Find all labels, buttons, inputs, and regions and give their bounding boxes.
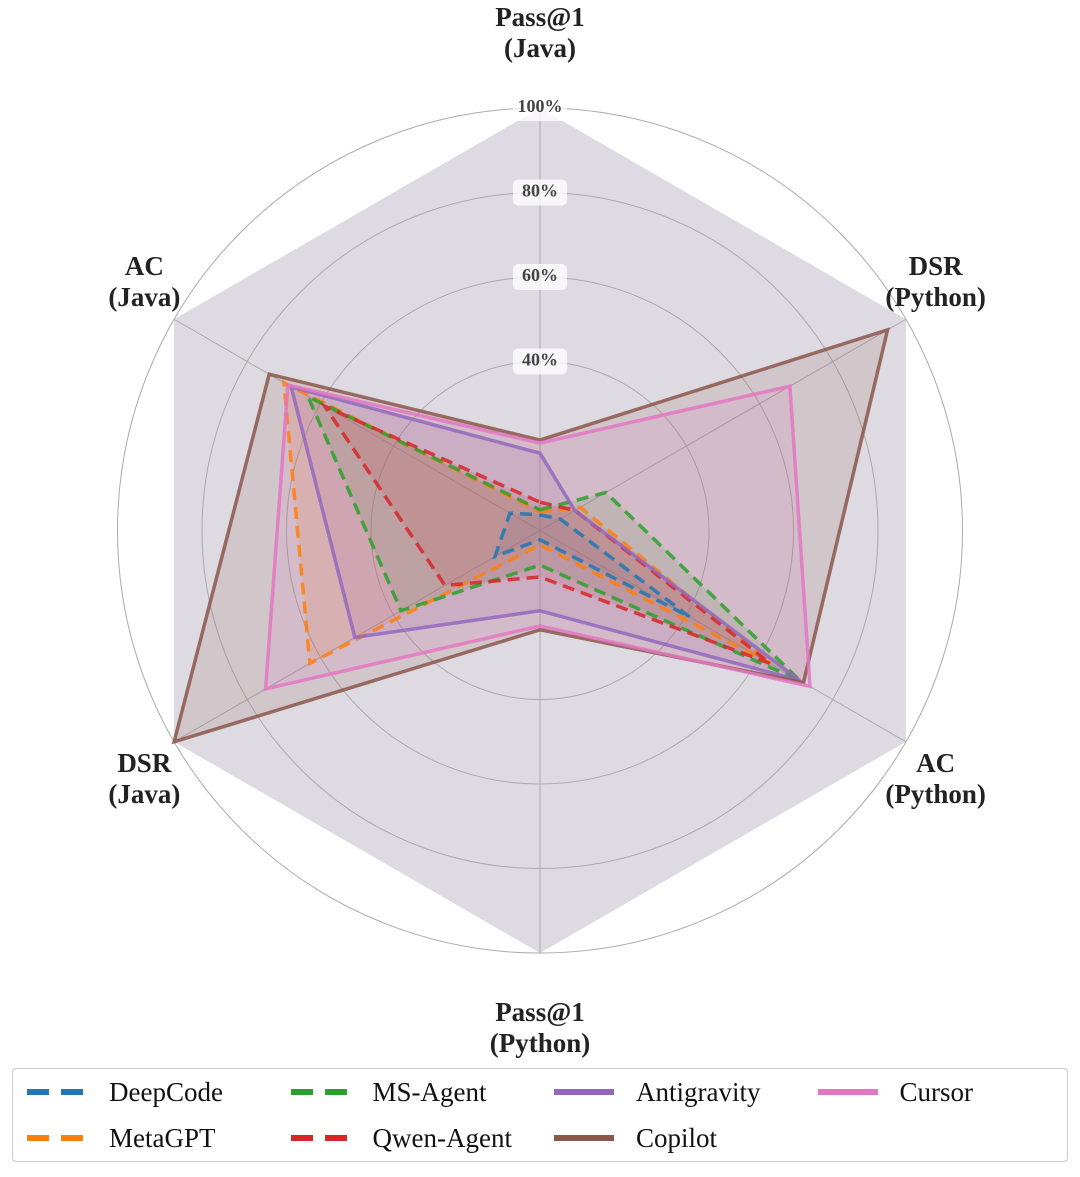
series-area [291,386,800,681]
series-area [265,384,811,689]
legend-swatch [290,1135,351,1141]
legend-item: Qwen-Agent [277,1115,541,1161]
tick-label-bg [513,348,567,375]
legend-label: Antigravity [636,1076,761,1107]
legend-label: MS-Agent [372,1076,487,1107]
series-line [171,327,891,745]
tick-label: 60% [522,265,558,285]
legend-item: Cursor [804,1069,1068,1115]
legend-swatch [27,1089,87,1095]
tick-label-bg [513,179,567,206]
legend-label: Copilot [636,1122,718,1153]
series-line [492,511,692,619]
axis-label: AC (Java) [108,250,181,312]
legend: DeepCode MetaGPT MS-Agent Qwen-Agent Antigra… [12,1068,1068,1162]
tick-label-bg [513,264,567,290]
series-line [263,382,812,692]
legend-swatch [290,1089,351,1095]
radar-plot: 40% 60% 80% 100% [117,95,963,954]
tick-label: 100% [518,96,563,116]
series-line [320,402,772,666]
series-area [283,382,771,664]
series-line [304,392,802,683]
legend-label: Cursor [899,1076,974,1107]
axis-label: AC (Python) [885,748,986,810]
legend-swatch [554,1089,614,1095]
legend-item: Copilot [540,1115,804,1161]
axis-label: DSR (Python) [885,250,986,312]
legend-swatch [817,1089,878,1095]
tick-label: 40% [522,350,558,370]
axis-label: Pass@1 (Java) [495,2,585,63]
spoke [173,318,541,531]
legend-item: DeepCode [13,1069,277,1115]
legend-swatch [554,1135,614,1141]
tick-label: 80% [522,181,558,201]
series-line [281,379,772,667]
legend-label: Qwen-Agent [372,1122,512,1153]
axis-label: Pass@1 (Python) [489,997,591,1058]
axis-label: DSR (Java) [108,748,181,810]
legend-label: DeepCode [109,1076,223,1107]
legend-label: MetaGPT [109,1122,216,1153]
legend-swatch [27,1135,87,1141]
tick-label-bg [513,95,567,121]
spoke [539,530,907,743]
legend-item: MS-Agent [277,1069,541,1115]
legend-item: MetaGPT [13,1115,277,1161]
legend-item: Antigravity [540,1069,804,1115]
